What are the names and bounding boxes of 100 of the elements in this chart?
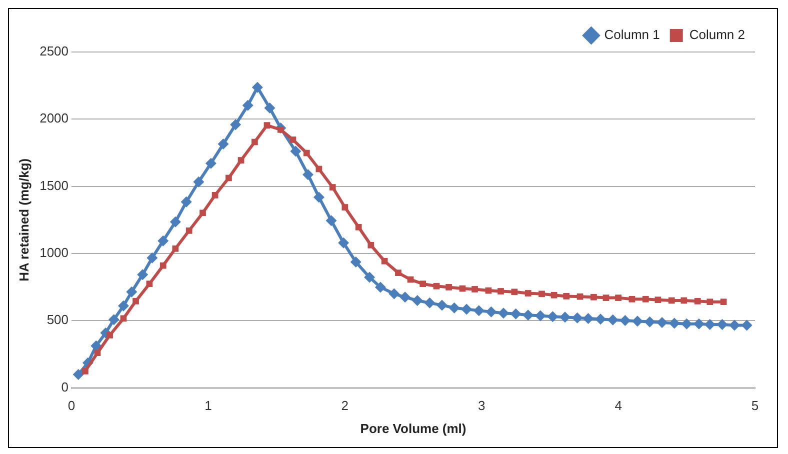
point: [118, 300, 129, 312]
point: [607, 314, 618, 326]
point: [741, 320, 752, 331]
point: [628, 296, 636, 302]
point: [170, 216, 181, 228]
point: [146, 252, 158, 264]
point: [716, 319, 728, 330]
point: [602, 294, 610, 301]
x-tick-label: 4: [614, 398, 622, 414]
point: [230, 119, 242, 130]
point: [461, 304, 472, 315]
point: [668, 297, 675, 304]
legend-label: Column 1: [604, 27, 660, 42]
point: [448, 302, 460, 314]
point: [572, 312, 583, 324]
point: [264, 122, 270, 129]
y-tick-label: 2000: [40, 110, 69, 126]
point: [186, 227, 192, 234]
point: [252, 82, 263, 93]
point: [388, 288, 400, 300]
point: [290, 146, 302, 157]
point: [420, 280, 426, 288]
legend-label: Column 2: [689, 27, 746, 42]
x-tick-label: 2: [341, 398, 349, 414]
point: [82, 368, 88, 374]
y-tick-label: 1500: [40, 178, 69, 193]
point: [238, 157, 244, 164]
point: [302, 169, 314, 180]
y-tick-label: 1000: [40, 245, 69, 260]
point: [538, 290, 545, 298]
point: [656, 317, 668, 328]
point: [264, 102, 276, 114]
point: [433, 282, 440, 290]
point: [200, 210, 206, 216]
point: [126, 286, 138, 298]
point: [576, 293, 584, 300]
point: [547, 311, 558, 322]
point: [72, 369, 84, 380]
point: [355, 224, 362, 230]
y-tick-label: 2500: [40, 44, 69, 59]
point: [212, 192, 218, 198]
point: [338, 237, 350, 248]
point: [303, 150, 310, 156]
point: [368, 242, 374, 248]
x-tick-label: 3: [478, 398, 486, 414]
point: [472, 286, 478, 292]
point: [642, 296, 649, 302]
point: [668, 318, 680, 329]
point: [146, 280, 153, 288]
y-axis-title: HA retained (mg/kg): [16, 158, 32, 282]
point: [595, 314, 606, 325]
point: [510, 308, 522, 320]
point: [94, 350, 101, 356]
point: [693, 318, 704, 330]
point: [620, 315, 631, 326]
point: [106, 332, 113, 338]
x-tick-label: 1: [204, 398, 212, 414]
point: [704, 319, 716, 330]
point: [473, 305, 484, 316]
point: [342, 204, 348, 210]
point: [412, 294, 423, 306]
point: [374, 282, 386, 293]
point: [108, 314, 120, 326]
point: [632, 316, 643, 327]
point: [681, 318, 692, 330]
point: [486, 306, 497, 318]
y-tick-label: 500: [46, 312, 69, 328]
point: [644, 316, 656, 328]
point: [694, 298, 701, 304]
point: [364, 272, 376, 283]
point: [226, 174, 232, 182]
point: [137, 269, 148, 280]
point: [728, 320, 740, 331]
point: [205, 158, 216, 169]
point: [193, 176, 204, 188]
point: [350, 256, 362, 268]
point: [680, 297, 688, 304]
point: [329, 184, 336, 190]
point: [132, 298, 139, 304]
point: [534, 310, 546, 322]
point: [446, 284, 452, 290]
point: [524, 290, 532, 296]
point: [218, 138, 229, 150]
point: [720, 298, 727, 306]
point: [381, 258, 388, 264]
point: [615, 294, 622, 301]
point: [706, 298, 714, 306]
point: [313, 192, 324, 203]
point: [563, 293, 570, 300]
point: [550, 292, 558, 298]
point: [172, 245, 179, 252]
point: [590, 294, 597, 300]
x-tick-label: 5: [751, 398, 759, 414]
point: [290, 136, 296, 143]
point: [160, 262, 166, 269]
point: [522, 310, 534, 321]
point: [654, 296, 662, 304]
point: [326, 215, 337, 226]
point: [498, 308, 509, 319]
point: [498, 288, 504, 294]
